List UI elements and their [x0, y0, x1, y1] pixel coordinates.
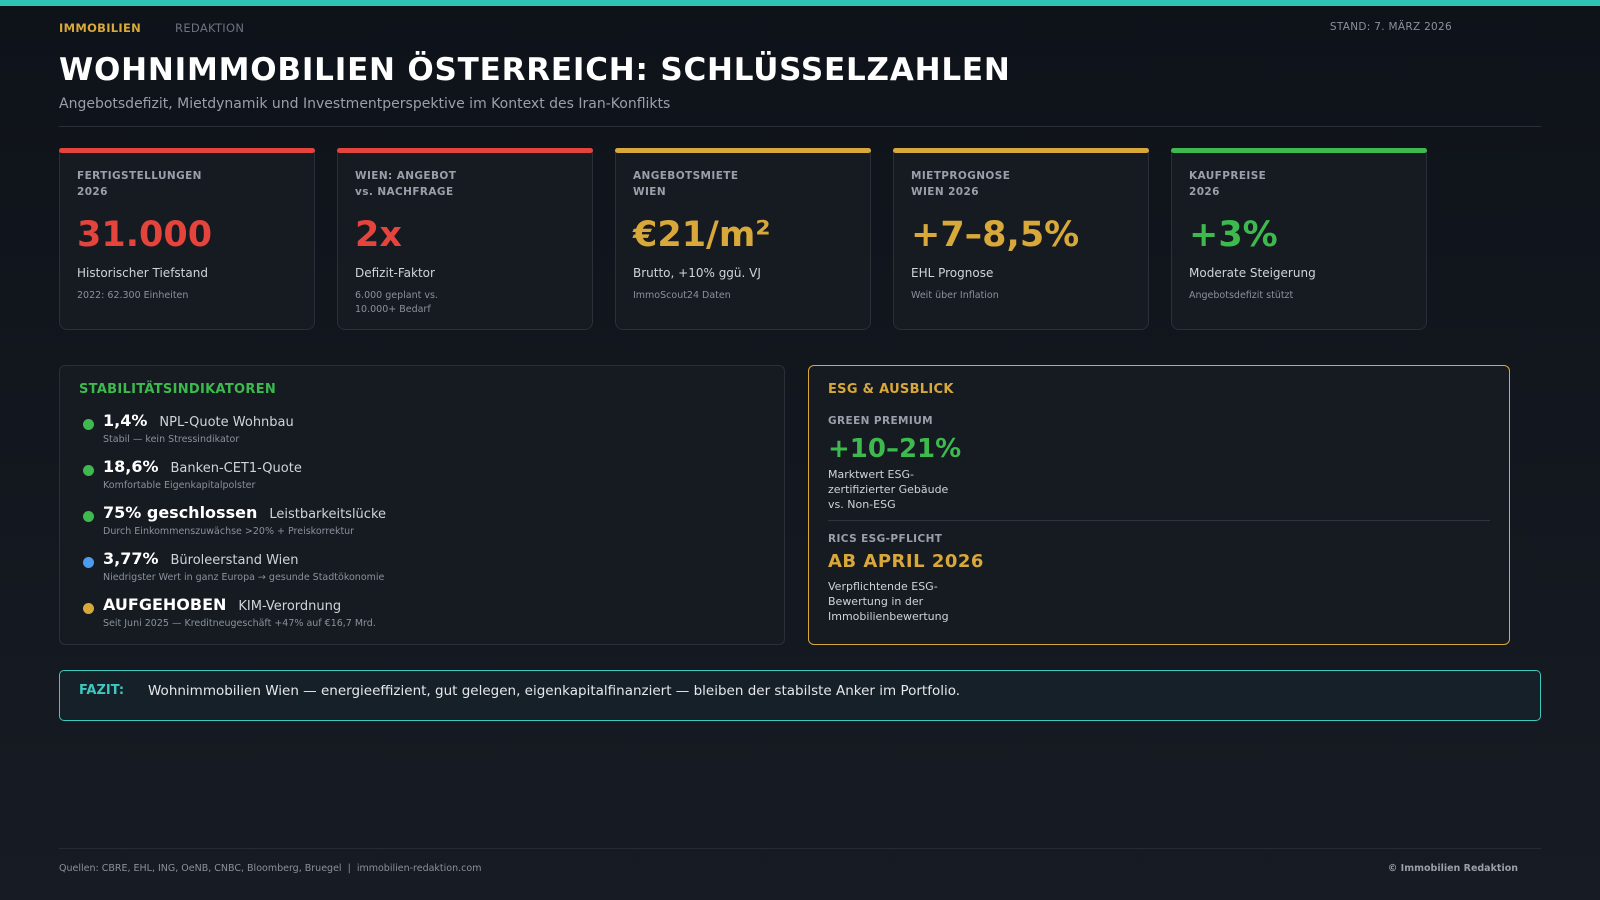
indicator-label: Büroleerstand Wien — [170, 553, 299, 568]
fazit-box: FAZIT: Wohnimmobilien Wien — energieeffi… — [59, 670, 1541, 721]
card-accent-bar — [1171, 148, 1427, 153]
green-premium-value: +10–21% — [828, 434, 962, 464]
indicator-value: AUFGEHOBEN — [103, 595, 227, 614]
card-desc: Brutto, +10% ggü. VJ — [633, 266, 761, 280]
date-stamp: STAND: 7. MÄRZ 2026 — [1329, 21, 1452, 33]
card-value: 2x — [355, 215, 402, 255]
card-accent-bar — [893, 148, 1149, 153]
stability-panel: STABILITÄTSINDIKATOREN 1,4% NPL-Quote Woh… — [59, 365, 785, 645]
kpi-card: ANGEBOTSMIETE WIEN €21/m² Brutto, +10% g… — [615, 148, 871, 330]
kpi-card: MIETPROGNOSE WIEN 2026 +7–8,5% EHL Progn… — [893, 148, 1149, 330]
card-desc: EHL Prognose — [911, 266, 994, 280]
card-value: 31.000 — [77, 215, 213, 255]
card-desc: Defizit-Faktor — [355, 266, 435, 280]
card-desc: Moderate Steigerung — [1189, 266, 1316, 280]
status-dot-icon — [83, 419, 94, 430]
rics-label: RICS ESG-PFLICHT — [828, 533, 943, 545]
esg-title: ESG & AUSBLICK — [828, 382, 954, 397]
kpi-card: FERTIGSTELLUNGEN 2026 31.000 Historische… — [59, 148, 315, 330]
card-accent-bar — [615, 148, 871, 153]
card-label: MIETPROGNOSE WIEN 2026 — [911, 170, 1011, 198]
esg-divider — [828, 520, 1490, 521]
status-dot-icon — [83, 557, 94, 568]
esg-panel: ESG & AUSBLICK GREEN PREMIUM +10–21% Mar… — [808, 365, 1510, 645]
kpi-card: KAUFPREISE 2026 +3% Moderate Steigerung … — [1171, 148, 1427, 330]
card-label: WIEN: ANGEBOT vs. NACHFRAGE — [355, 170, 457, 198]
indicator-note: Seit Juni 2025 — Kreditneugeschäft +47% … — [103, 618, 376, 629]
fazit-text: Wohnimmobilien Wien — energieeffizient, … — [148, 683, 961, 699]
rics-desc: Verpflichtende ESG- Bewertung in der Imm… — [828, 580, 949, 623]
footer-copyright: © Immobilien Redaktion — [1387, 863, 1518, 874]
status-dot-icon — [83, 511, 94, 522]
status-dot-icon — [83, 603, 94, 614]
footer-sources: Quellen: CBRE, EHL, ING, OeNB, CNBC, Blo… — [59, 863, 482, 874]
green-premium-desc: Marktwert ESG- zertifizierter Gebäude vs… — [828, 468, 949, 511]
divider — [59, 126, 1541, 127]
card-note: 2022: 62.300 Einheiten — [77, 290, 189, 301]
card-note: Angebotsdefizit stützt — [1189, 290, 1294, 301]
card-desc: Historischer Tiefstand — [77, 266, 208, 280]
stability-title: STABILITÄTSINDIKATOREN — [79, 382, 277, 397]
indicator-label: NPL-Quote Wohnbau — [159, 415, 294, 430]
indicator-label: KIM-Verordnung — [238, 599, 342, 614]
indicator-note: Niedrigster Wert in ganz Europa → gesund… — [103, 572, 385, 583]
card-value: €21/m² — [633, 215, 771, 255]
rics-value: AB APRIL 2026 — [828, 551, 984, 572]
nav-immobilien[interactable]: IMMOBILIEN — [59, 21, 142, 35]
card-note: ImmoScout24 Daten — [633, 290, 731, 301]
indicator-value: 75% geschlossen — [103, 503, 258, 522]
card-value: +3% — [1189, 215, 1278, 255]
card-note: 6.000 geplant vs. 10.000+ Bedarf — [355, 290, 438, 315]
card-accent-bar — [59, 148, 315, 153]
indicator-value: 18,6% — [103, 457, 159, 476]
card-label: KAUFPREISE 2026 — [1189, 170, 1267, 198]
card-label: FERTIGSTELLUNGEN 2026 — [77, 170, 202, 198]
indicator-note: Durch Einkommenszuwächse >20% + Preiskor… — [103, 526, 355, 537]
indicator-label: Banken-CET1-Quote — [170, 461, 302, 476]
nav-redaktion[interactable]: REDAKTION — [175, 21, 245, 35]
page-title: WOHNIMMOBILIEN ÖSTERREICH: SCHLÜSSELZAHL… — [59, 52, 1011, 88]
indicator-note: Komfortable Eigenkapitalpolster — [103, 480, 256, 491]
indicator-value: 3,77% — [103, 549, 159, 568]
kpi-card: WIEN: ANGEBOT vs. NACHFRAGE 2x Defizit-F… — [337, 148, 593, 330]
card-note: Weit über Inflation — [911, 290, 999, 301]
card-value: +7–8,5% — [911, 215, 1080, 255]
green-premium-label: GREEN PREMIUM — [828, 415, 933, 427]
fazit-label: FAZIT: — [79, 683, 125, 698]
indicator-label: Leistbarkeitslücke — [269, 507, 387, 522]
indicator-note: Stabil — kein Stressindikator — [103, 434, 240, 445]
status-dot-icon — [83, 465, 94, 476]
footer-divider — [59, 848, 1541, 849]
indicator-value: 1,4% — [103, 411, 148, 430]
card-accent-bar — [337, 148, 593, 153]
card-label: ANGEBOTSMIETE WIEN — [633, 170, 739, 198]
page-subtitle: Angebotsdefizit, Mietdynamik und Investm… — [59, 96, 671, 112]
accent-bar — [0, 0, 1600, 6]
top-nav: IMMOBILIEN REDAKTION — [59, 21, 274, 35]
